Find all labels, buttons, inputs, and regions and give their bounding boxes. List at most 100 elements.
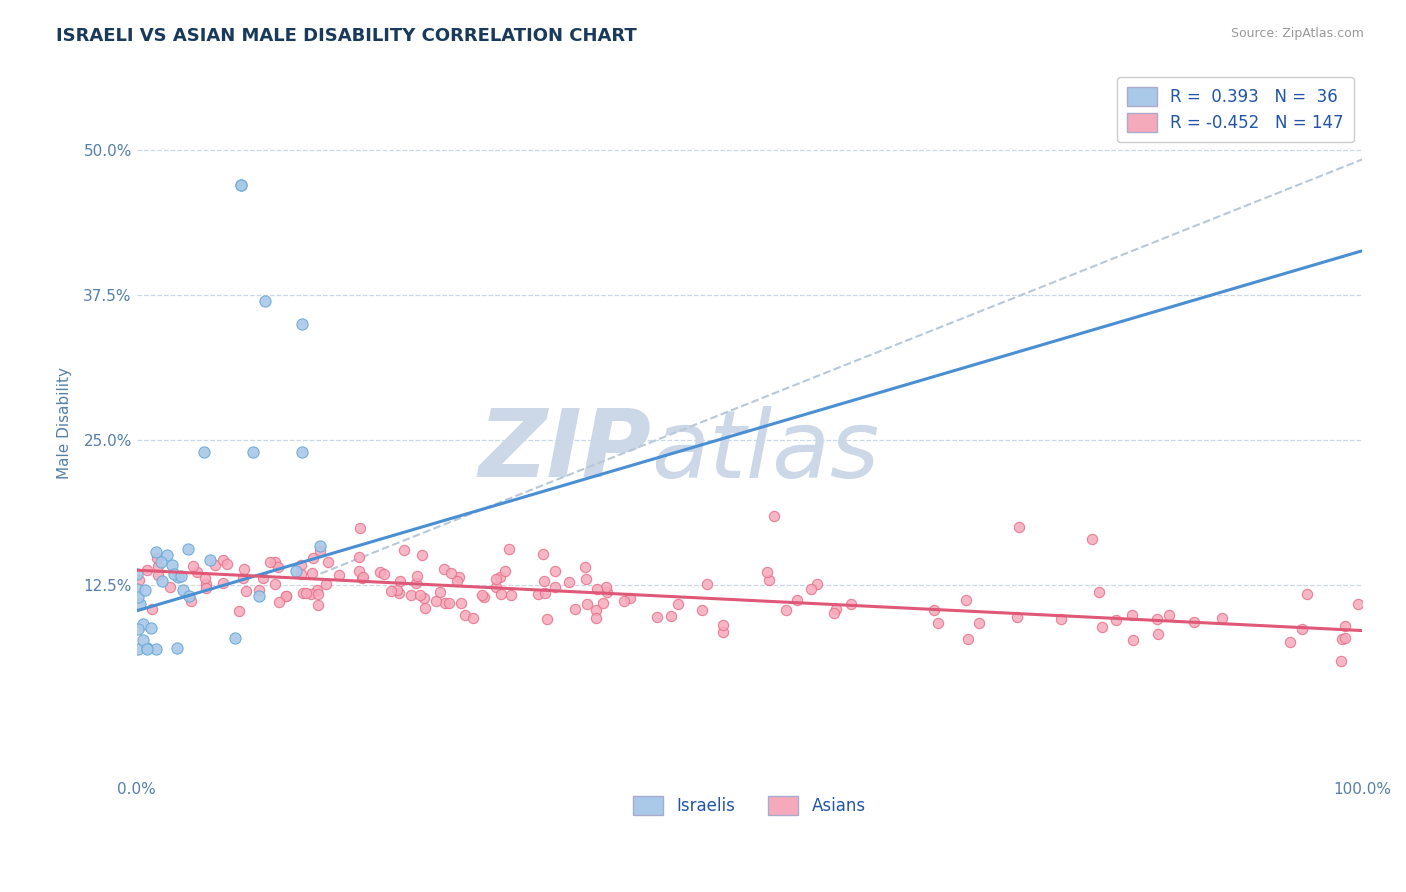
Point [613,594,636,608]
Point [472,591,495,605]
Point [463,611,485,625]
Point [198,553,221,567]
Point [544,580,567,594]
Point [575,572,598,586]
Point [585,610,607,624]
Text: atlas: atlas [651,406,880,497]
Point [499,588,522,602]
Point [177,590,200,604]
Point [1330,654,1353,668]
Point [291,317,314,331]
Point [576,597,599,611]
Point [585,582,607,596]
Point [425,593,447,607]
Point [645,610,668,624]
Point [193,444,215,458]
Point [666,597,689,611]
Point [160,558,183,572]
Point [235,583,257,598]
Point [485,580,508,594]
Point [434,596,457,610]
Point [284,565,307,579]
Point [309,539,332,553]
Point [150,574,173,588]
Point [534,586,557,600]
Point [823,606,845,620]
Point [450,596,472,610]
Point [1291,623,1313,637]
Point [132,632,155,647]
Point [413,601,436,615]
Point [446,574,468,589]
Point [927,616,949,631]
Point [274,590,297,604]
Y-axis label: Male Disability: Male Disability [58,367,72,479]
Point [229,178,252,192]
Point [264,577,287,591]
Point [211,576,233,591]
Point [150,555,173,569]
Point [661,609,683,624]
Point [146,550,169,565]
Text: Source: ZipAtlas.com: Source: ZipAtlas.com [1230,27,1364,40]
Point [318,555,340,569]
Point [388,586,411,600]
Point [195,577,218,591]
Point [127,590,149,604]
Point [1050,612,1073,626]
Point [148,568,170,582]
Point [380,584,402,599]
Point [498,541,520,556]
Point [437,596,460,610]
Point [696,576,718,591]
Point [800,582,823,596]
Point [159,580,181,594]
Point [156,548,179,562]
Point [967,615,990,630]
Point [301,551,323,566]
Point [1296,587,1319,601]
Point [454,608,477,623]
Point [352,570,374,584]
Point [224,631,246,645]
Point [254,293,277,308]
Point [544,564,567,578]
Point [349,550,371,565]
Point [471,588,494,602]
Point [1157,608,1180,623]
Point [162,567,184,582]
Point [315,577,337,591]
Point [1090,620,1112,634]
Point [758,574,780,588]
Point [252,571,274,585]
Point [181,559,204,574]
Point [1088,584,1111,599]
Point [204,558,226,572]
Point [291,444,314,458]
Point [194,581,217,595]
Legend: Israelis, Asians: Israelis, Asians [623,786,876,825]
Point [955,593,977,607]
Point [135,642,157,657]
Point [299,587,322,601]
Point [405,576,427,591]
Point [1330,632,1353,646]
Point [385,583,408,598]
Point [127,582,149,596]
Point [839,597,862,611]
Point [264,555,287,569]
Point [172,583,194,598]
Point [533,574,555,588]
Point [531,547,554,561]
Point [228,604,250,618]
Point [447,570,470,584]
Point [596,584,619,599]
Point [392,543,415,558]
Point [134,582,156,597]
Point [389,574,412,589]
Point [592,596,614,610]
Point [1182,615,1205,630]
Point [786,592,808,607]
Point [405,568,427,582]
Point [1121,608,1143,623]
